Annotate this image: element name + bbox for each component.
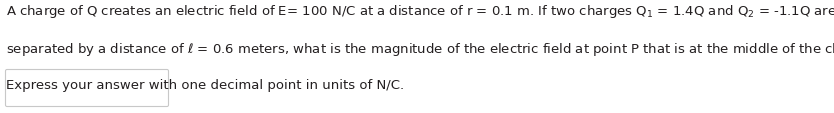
Text: Express your answer with one decimal point in units of N/C.: Express your answer with one decimal poi… xyxy=(6,78,404,91)
Text: A charge of Q creates an electric field of E= 100 N/C at a distance of r = 0.1 m: A charge of Q creates an electric field … xyxy=(6,3,834,20)
FancyBboxPatch shape xyxy=(6,70,168,107)
Text: separated by a distance of $\ell$ = 0.6 meters, what is the magnitude of the ele: separated by a distance of $\ell$ = 0.6 … xyxy=(6,41,834,58)
